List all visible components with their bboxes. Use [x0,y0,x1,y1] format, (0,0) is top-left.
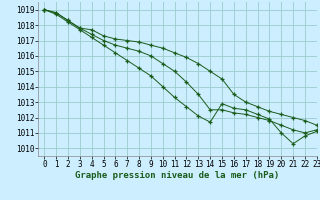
X-axis label: Graphe pression niveau de la mer (hPa): Graphe pression niveau de la mer (hPa) [76,171,280,180]
